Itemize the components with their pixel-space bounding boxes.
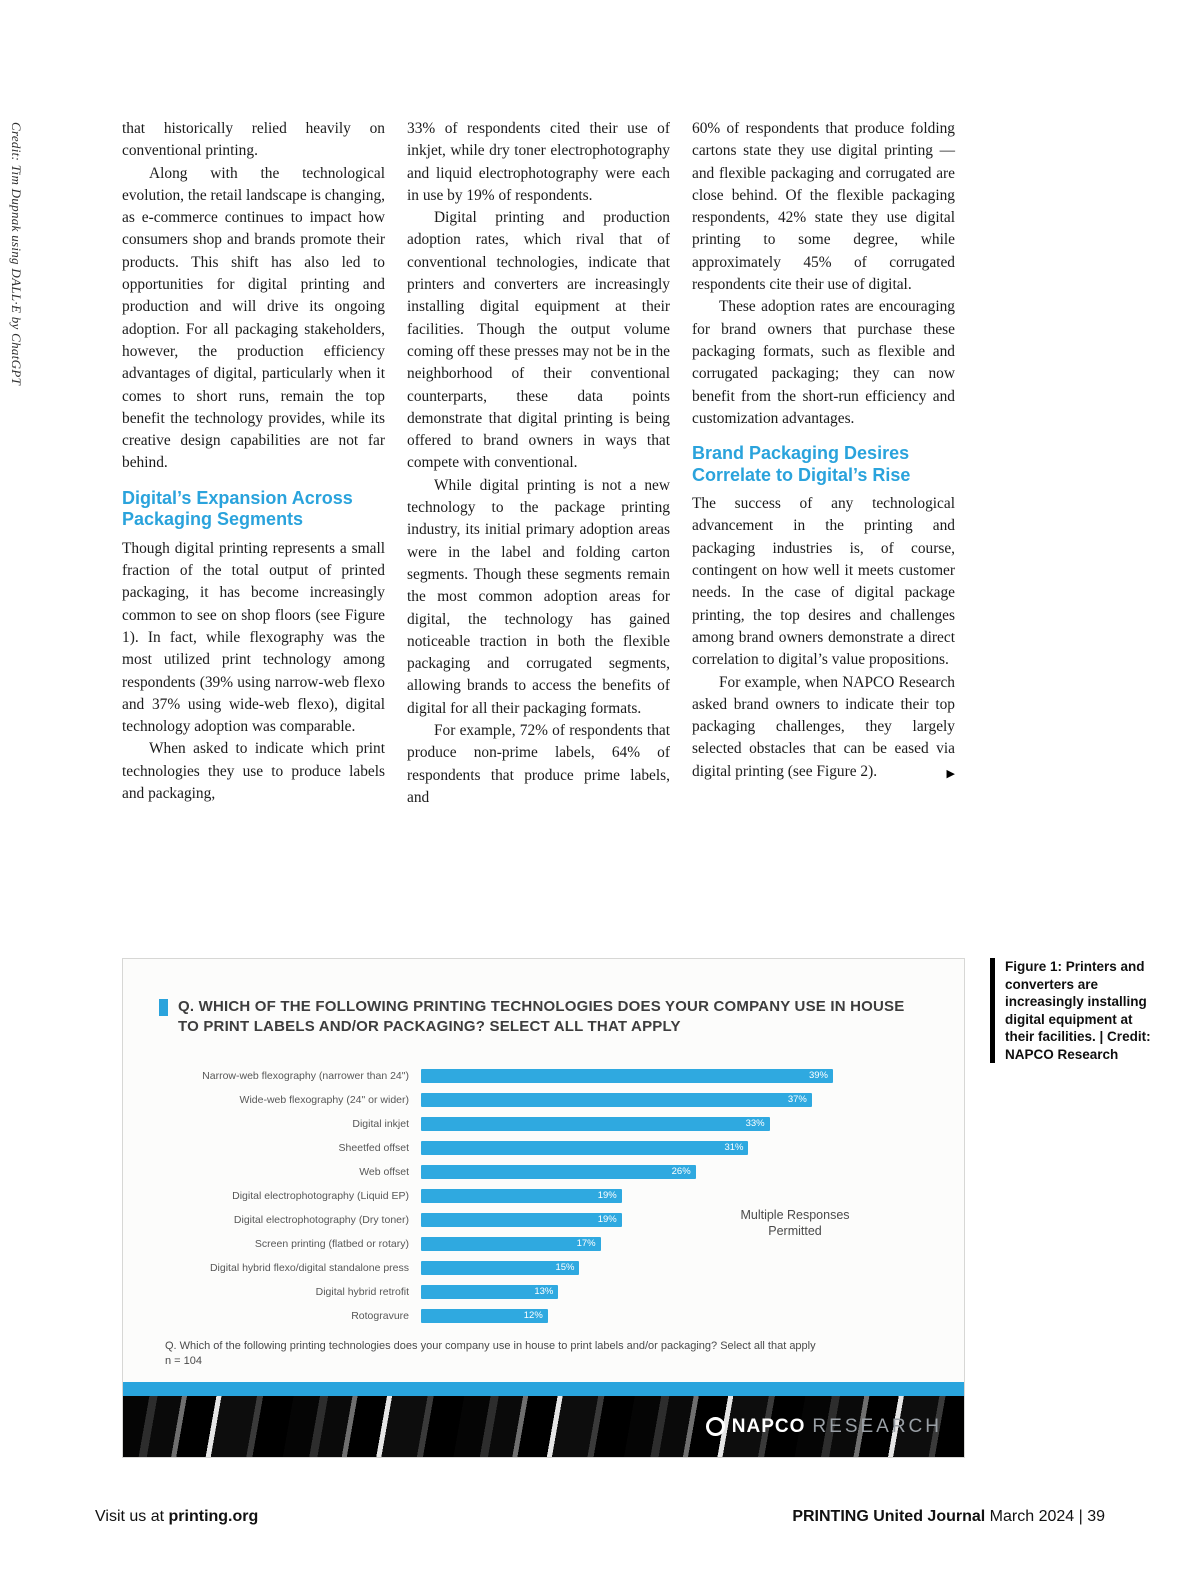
chart-footnote: Q. Which of the following printing techn… <box>165 1339 855 1369</box>
bar-track: 12% <box>421 1309 861 1323</box>
bar: 37% <box>421 1093 812 1107</box>
chart-annotation: Multiple Responses Permitted <box>740 1208 850 1238</box>
bar-label: Digital electrophotography (Liquid EP) <box>232 1190 409 1202</box>
paragraph: 60% of respondents that produce folding … <box>692 120 955 294</box>
paragraph: These adoption rates are encouraging for… <box>692 298 955 427</box>
bar-label: Digital electrophotography (Dry toner) <box>233 1214 409 1226</box>
paragraph: Digital printing and production adoption… <box>407 209 670 472</box>
bar-value-label: 19% <box>597 1214 617 1225</box>
journal-name: PRINTING United Journal <box>792 1508 986 1525</box>
napco-wordmark: NAPCO <box>731 1415 806 1437</box>
page-footer: Visit us at printing.org PRINTING United… <box>95 1508 1105 1526</box>
image-credit-vertical: Credit: Tim Dupnak using DALL·E by ChatG… <box>9 122 24 386</box>
bar-value-label: 13% <box>534 1286 554 1297</box>
bar: 13% <box>421 1285 559 1299</box>
paragraph: Along with the technological evolution, … <box>122 164 385 472</box>
bar-row: Digital hybrid retrofit 13% <box>159 1280 919 1304</box>
bar-track: 39% <box>421 1069 861 1083</box>
bar-row: Digital hybrid flexo/digital standalone … <box>159 1256 919 1280</box>
bar-track: 31% <box>421 1141 861 1155</box>
figure-1-chart: Q. WHICH OF THE FOLLOWING PRINTING TECHN… <box>122 958 965 1458</box>
paragraph: 33% of respondents cited their use of in… <box>407 120 670 204</box>
paragraph: When asked to indicate which print techn… <box>122 740 385 803</box>
paragraph: that historically relied heavily on conv… <box>122 120 385 160</box>
paragraph: The success of any technological advance… <box>692 495 955 669</box>
bar-row: Narrow-web flexography (narrower than 24… <box>159 1064 919 1088</box>
bar-row: Digital electrophotography (Dry toner) 19… <box>159 1208 919 1232</box>
bar-value-label: 17% <box>576 1238 596 1249</box>
bar-track: 37% <box>421 1093 861 1107</box>
bar-value-label: 33% <box>745 1118 765 1129</box>
column-3: 60% of respondents that produce folding … <box>692 118 955 809</box>
bar-row: Rotogravure 12% <box>159 1304 919 1328</box>
chart-title-row: Q. WHICH OF THE FOLLOWING PRINTING TECHN… <box>159 997 907 1037</box>
napco-logo-icon <box>705 1417 725 1436</box>
chart-title: Q. WHICH OF THE FOLLOWING PRINTING TECHN… <box>178 998 905 1035</box>
bar-label: Sheetfed offset <box>338 1142 409 1154</box>
bar-value-label: 31% <box>724 1142 744 1153</box>
paragraph: While digital printing is not a new tech… <box>407 476 670 717</box>
bar-value-label: 19% <box>597 1190 617 1201</box>
visit-text: Visit us at <box>95 1508 169 1525</box>
section-heading-brand-packaging-desires: Brand Packaging Desires Correlate to Dig… <box>692 443 911 485</box>
bar-label: Screen printing (flatbed or rotary) <box>254 1238 409 1250</box>
bar-chart: Narrow-web flexography (narrower than 24… <box>159 1064 919 1328</box>
bar: 26% <box>421 1165 696 1179</box>
paragraph: For example, 72% of respondents that pro… <box>407 722 670 806</box>
bar: 15% <box>421 1261 580 1275</box>
bar-row: Sheetfed offset 31% <box>159 1136 919 1160</box>
paragraph-with-arrow: For example, when NAPCO Research asked b… <box>692 672 955 783</box>
bar: 31% <box>421 1141 749 1155</box>
bar: 19% <box>421 1213 622 1227</box>
bar-label: Web offset <box>359 1166 409 1178</box>
bar: 12% <box>421 1309 548 1323</box>
footer-left: Visit us at printing.org <box>95 1508 258 1526</box>
bar-row: Screen printing (flatbed or rotary) 17% <box>159 1232 919 1256</box>
bar: 17% <box>421 1237 601 1251</box>
chart-title-marker <box>159 999 168 1016</box>
column-2: 33% of respondents cited their use of in… <box>407 118 670 809</box>
bar-value-label: 12% <box>523 1310 543 1321</box>
bar-row: Web offset 26% <box>159 1160 919 1184</box>
bar: 39% <box>421 1069 833 1083</box>
bar: 19% <box>421 1189 622 1203</box>
bar-row: Wide-web flexography (24" or wider) 37% <box>159 1088 919 1112</box>
bar-track: 15% <box>421 1261 861 1275</box>
paragraph: Though digital printing represents a sma… <box>122 539 385 736</box>
printing-org-link[interactable]: printing.org <box>168 1508 259 1525</box>
bar-track: 19% <box>421 1213 861 1227</box>
bar-row: Digital inkjet 33% <box>159 1112 919 1136</box>
napco-research-logo: NAPCO RESEARCH <box>705 1415 942 1438</box>
chart-footnote-question: Q. Which of the following printing techn… <box>165 1340 816 1352</box>
bar-track: 26% <box>421 1165 861 1179</box>
bar-track: 13% <box>421 1285 861 1299</box>
bar-value-label: 37% <box>787 1094 807 1105</box>
bar-label: Rotogravure <box>351 1310 409 1322</box>
bar-row: Digital electrophotography (Liquid EP) 19… <box>159 1184 919 1208</box>
issue-page-number: March 2024 | 39 <box>985 1508 1105 1525</box>
figure-caption: Figure 1: Printers and converters are in… <box>990 958 1151 1063</box>
bar-track: 17% <box>421 1237 861 1251</box>
column-1: that historically relied heavily on conv… <box>122 118 385 809</box>
bar-value-label: 26% <box>671 1166 691 1177</box>
section-heading-digitals-expansion: Digital’s Expansion Across Packaging Seg… <box>122 487 353 530</box>
chart-sample-size: n = 104 <box>165 1355 203 1367</box>
chart-footer-image: NAPCO RESEARCH <box>123 1396 964 1457</box>
bar-label: Narrow-web flexography (narrower than 24… <box>202 1070 409 1082</box>
bar-track: 19% <box>421 1189 861 1203</box>
continuation-arrow-icon: ▶ <box>946 767 955 781</box>
bar-label: Digital inkjet <box>352 1118 409 1130</box>
article-body: that historically relied heavily on conv… <box>122 118 955 809</box>
bar: 33% <box>421 1117 770 1131</box>
bar-track: 33% <box>421 1117 861 1131</box>
bar-label: Digital hybrid flexo/digital standalone … <box>209 1262 409 1274</box>
paragraph: For example, when NAPCO Research asked b… <box>692 673 955 780</box>
bar-label: Wide-web flexography (24" or wider) <box>239 1094 409 1106</box>
bar-value-label: 15% <box>555 1262 575 1273</box>
footer-right: PRINTING United Journal March 2024 | 39 <box>792 1508 1105 1526</box>
chart-blue-band <box>123 1382 964 1396</box>
bar-value-label: 39% <box>808 1070 828 1081</box>
bar-label: Digital hybrid retrofit <box>315 1286 409 1298</box>
research-wordmark: RESEARCH <box>812 1415 942 1437</box>
